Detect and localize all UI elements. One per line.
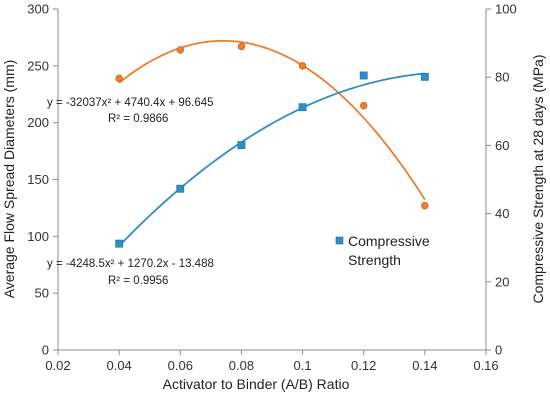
y-left-tick-label: 150 bbox=[27, 172, 49, 187]
flow-spread-point bbox=[115, 74, 123, 83]
flow-spread-point bbox=[421, 201, 429, 210]
y-left-tick-label: 200 bbox=[27, 115, 49, 130]
y-left-tick-label: 100 bbox=[27, 229, 49, 244]
flow-spread-point bbox=[360, 101, 368, 110]
compressive-strength-point bbox=[237, 141, 246, 149]
x-axis-title: Activator to Binder (A/B) Ratio bbox=[163, 376, 350, 392]
compressive-strength-point bbox=[176, 184, 185, 193]
y-right-tick-label: 40 bbox=[495, 206, 509, 221]
trendlines-group bbox=[118, 39, 426, 247]
legend-label-line1: Compressive bbox=[348, 233, 430, 249]
strength-equation-label: y = -4248.5x² + 1270.2x - 13.488 bbox=[47, 258, 214, 270]
strength-r2-label: R² = 0.9956 bbox=[108, 275, 168, 287]
x-tick-label: 0.16 bbox=[473, 358, 498, 373]
flow-spread-trendline bbox=[118, 39, 426, 201]
y-right-tick-label: 20 bbox=[495, 274, 509, 289]
flow-r2-label: R² = 0.9866 bbox=[108, 113, 168, 125]
legend-label-line2: Strength bbox=[348, 252, 401, 268]
y-right-tick-label: 60 bbox=[495, 138, 509, 153]
y-left-tick-label: 0 bbox=[42, 343, 49, 358]
y-right-tick-label: 100 bbox=[495, 2, 517, 17]
y-axis-right-title: Compressive Strength at 28 days (MPa) bbox=[530, 55, 546, 304]
x-tick-label: 0.06 bbox=[168, 358, 193, 373]
y-right-tick-label: 0 bbox=[495, 343, 502, 358]
x-tick-label: 0.08 bbox=[229, 358, 254, 373]
x-tick-label: 0.14 bbox=[412, 358, 437, 373]
y-left-tick-label: 250 bbox=[27, 58, 49, 73]
y-left-tick-label: 300 bbox=[27, 2, 49, 17]
flow-equation-label: y = -32037x² + 4740.4x + 96.645 bbox=[47, 97, 214, 109]
data-points-group bbox=[115, 42, 429, 248]
x-tick-label: 0.02 bbox=[45, 358, 70, 373]
compressive-strength-point bbox=[298, 103, 307, 112]
compressive-strength-point bbox=[420, 72, 429, 81]
compressive-strength-trendline bbox=[118, 72, 425, 247]
compressive-strength-point bbox=[359, 71, 368, 80]
x-tick-label: 0.12 bbox=[351, 358, 376, 373]
legend-marker-compressive-strength bbox=[335, 236, 344, 245]
flow-spread-point bbox=[298, 62, 307, 70]
x-tick-label: 0.1 bbox=[294, 358, 312, 373]
y-left-tick-label: 50 bbox=[35, 286, 49, 301]
compressive-strength-point bbox=[115, 239, 124, 248]
y-right-tick-label: 80 bbox=[495, 70, 509, 85]
flow-spread-point bbox=[237, 42, 246, 51]
y-axis-left-title: Average Flow Spread Diameters (mm) bbox=[1, 60, 17, 299]
x-tick-label: 0.04 bbox=[106, 358, 131, 373]
axes-group: 0.02 0.04 0.06 0.08 0.1 0.12 0.14 0.16050100150… bbox=[27, 2, 516, 374]
flow-spread-point bbox=[176, 46, 184, 54]
